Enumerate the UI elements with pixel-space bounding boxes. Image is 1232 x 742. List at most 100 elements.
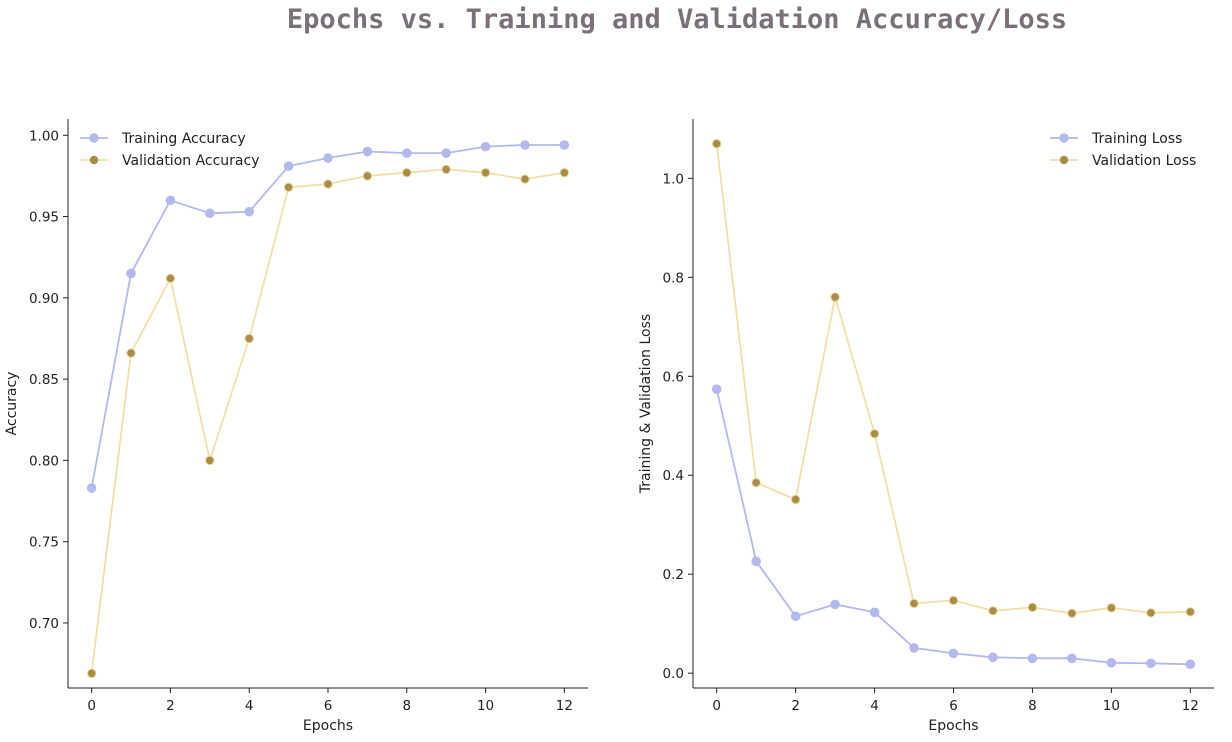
x-tick-label: 10: [477, 698, 494, 714]
x-tick-label: 0: [87, 698, 96, 714]
training-data-point: [480, 141, 491, 152]
validation-data-point: [323, 179, 333, 189]
validation-data-point: [909, 598, 919, 609]
training-data-point: [1146, 658, 1156, 669]
training-data-point: [205, 208, 215, 219]
legend: Training Loss Validation Loss: [1050, 131, 1196, 169]
loss-panel: 0 2 4 6 8 10 12 0.0 0.2 0.4 0.6 0.8 1.0 Epochs Trainin…: [638, 119, 1214, 734]
training-data-point: [1106, 657, 1117, 668]
validation-data-point: [205, 455, 215, 466]
validation-series-line: [90, 168, 565, 674]
x-tick-label: 12: [556, 698, 573, 714]
training-data-point: [909, 643, 919, 653]
training-legend-marker: [1059, 133, 1069, 143]
validation-data-point: [711, 139, 722, 149]
training-data-point: [988, 652, 998, 663]
validation-data-point: [126, 348, 136, 358]
validation-data-point: [1067, 608, 1077, 618]
validation-data-point: [441, 164, 451, 175]
training-legend-label: Training Loss: [1091, 131, 1182, 147]
x-tick-label: 12: [1182, 698, 1199, 714]
validation-data-point: [1106, 603, 1117, 613]
training-data-point: [559, 140, 570, 150]
validation-data-point: [86, 668, 97, 679]
validation-data-point: [1185, 607, 1196, 617]
x-tick-label: 4: [245, 698, 254, 714]
y-tick-label: 0.85: [29, 372, 59, 388]
y-tick-label: 1.0: [663, 171, 684, 187]
training-data-point: [711, 384, 722, 394]
validation-data-point: [869, 428, 880, 439]
y-tick-label: 0.75: [29, 535, 59, 551]
x-axis-label: Epochs: [303, 718, 353, 734]
validation-data-point: [559, 167, 570, 178]
y-axis-label: Training & Validation Loss: [638, 314, 654, 494]
validation-data-point: [244, 333, 254, 344]
y-tick-label: 0.8: [663, 270, 684, 286]
training-data-point: [441, 148, 451, 158]
training-data-point: [1067, 653, 1077, 664]
training-data-point: [86, 483, 97, 493]
training-data-point: [165, 195, 176, 206]
training-data-point: [1027, 653, 1038, 664]
validation-legend-marker: [1059, 155, 1069, 165]
x-tick-label: 2: [166, 698, 175, 714]
validation-data-point: [283, 182, 294, 192]
accuracy-panel: 0 2 4 6 8 10 12 0.70 0.75 0.80 0.85 0.90 0.95 1.00 Epo…: [4, 119, 588, 734]
training-data-point: [362, 146, 373, 157]
training-data-point: [244, 206, 255, 217]
training-data-point: [126, 268, 136, 279]
x-tick-label: 2: [791, 698, 800, 714]
validation-data-point: [362, 171, 373, 181]
training-data-point: [1185, 659, 1196, 670]
validation-data-point: [165, 273, 176, 284]
validation-data-point: [480, 167, 491, 178]
training-data-point: [283, 161, 294, 171]
training-legend-label: Training Accuracy: [121, 131, 246, 147]
validation-series-line: [715, 143, 1191, 615]
x-tick-label: 8: [402, 698, 411, 714]
training-data-point: [520, 140, 530, 150]
x-axis-label: Epochs: [928, 718, 978, 734]
x-tick-label: 8: [1028, 698, 1037, 714]
validation-legend-marker: [89, 155, 99, 165]
training-data-point: [948, 648, 959, 659]
x-tick-label: 6: [324, 698, 333, 714]
y-tick-label: 0.70: [29, 616, 59, 632]
validation-data-point: [988, 606, 998, 616]
training-legend-marker: [89, 133, 99, 143]
validation-data-point: [402, 167, 412, 178]
training-data-point: [869, 607, 880, 618]
y-tick-label: 0.80: [29, 453, 59, 469]
validation-data-point: [520, 174, 530, 184]
validation-data-point: [1027, 602, 1038, 613]
validation-data-point: [751, 477, 761, 488]
figure-title: Epochs vs. Training and Validation Accur…: [286, 4, 1068, 35]
validation-data-point: [790, 494, 801, 505]
training-data-point: [830, 599, 840, 610]
y-tick-label: 0.0: [663, 666, 684, 682]
x-tick-label: 10: [1103, 698, 1120, 714]
training-data-point: [790, 611, 801, 622]
y-tick-label: 0.90: [29, 291, 59, 307]
training-series-line: [715, 388, 1191, 666]
legend: Training Accuracy Validation Accuracy: [80, 131, 260, 169]
y-tick-label: 0.2: [663, 567, 684, 583]
validation-legend-label: Validation Accuracy: [122, 153, 260, 169]
training-data-point: [323, 153, 333, 163]
validation-legend-label: Validation Loss: [1092, 153, 1196, 169]
y-tick-label: 1.00: [29, 128, 59, 144]
x-tick-label: 4: [870, 698, 879, 714]
y-tick-label: 0.6: [663, 369, 684, 385]
validation-data-point: [1146, 608, 1156, 618]
validation-data-point: [830, 292, 840, 302]
y-axis-label: Accuracy: [4, 372, 20, 436]
validation-data-point: [948, 595, 959, 606]
training-data-point: [401, 148, 412, 158]
y-tick-label: 0.4: [663, 468, 684, 484]
x-tick-label: 0: [712, 698, 721, 714]
training-series-line: [90, 144, 565, 489]
x-tick-label: 6: [949, 698, 958, 714]
training-data-point: [751, 556, 761, 567]
